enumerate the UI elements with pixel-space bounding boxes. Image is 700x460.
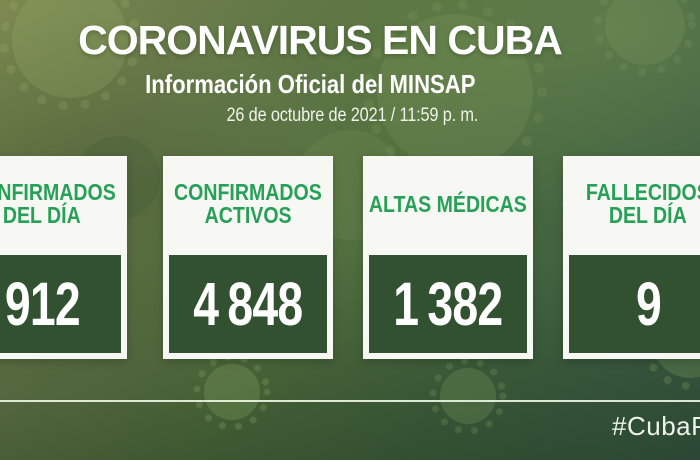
campaign-hashtag: #CubaPorLaVida	[612, 411, 700, 441]
stat-label-line1: CONFIRMADOS	[174, 179, 322, 205]
stat-card-confirmados-del-dia: CONFIRMADOS DEL DÍA 912	[0, 156, 127, 359]
page-subtitle-text: Información Oficial del MINSAP	[144, 69, 476, 99]
footer-divider-line	[0, 400, 700, 402]
stat-label: FALLECIDOS DEL DÍA	[563, 156, 700, 252]
report-date-text: 26 de octubre de 2021 / 11:59 p. m.	[226, 105, 478, 126]
stat-value: 912	[4, 269, 80, 338]
stat-value: 1 382	[393, 269, 503, 338]
page-title: CORONAVIRUS EN CUBA	[78, 17, 563, 63]
stat-label-line2: ACTIVOS	[204, 202, 292, 228]
stat-label-line1: CONFIRMADOS	[0, 179, 116, 205]
stat-value-panel: 912	[0, 255, 121, 353]
report-date: 26 de octubre de 2021 / 11:59 p. m.	[0, 106, 700, 125]
stat-value: 4 848	[193, 269, 303, 338]
stat-card-confirmados-activos: CONFIRMADOS ACTIVOS 4 848	[163, 156, 333, 359]
stat-label-line1: ALTAS MÉDICAS	[369, 190, 527, 217]
stat-value-panel: 1 382	[369, 255, 527, 353]
stat-label: ALTAS MÉDICAS	[363, 156, 533, 252]
stat-label: CONFIRMADOS ACTIVOS	[163, 156, 333, 252]
page-subtitle: Información Oficial del MINSAP	[0, 71, 700, 97]
stat-label: CONFIRMADOS DEL DÍA	[0, 156, 127, 252]
stat-card-altas-medicas: ALTAS MÉDICAS 1 382	[363, 156, 533, 359]
stat-value-panel: 9	[569, 255, 700, 353]
stat-card-fallecidos-del-dia: FALLECIDOS DEL DÍA 9	[563, 156, 700, 359]
stat-value-panel: 4 848	[169, 255, 327, 353]
stat-value: 9	[635, 269, 661, 338]
stat-label-line2: DEL DÍA	[609, 202, 687, 228]
stat-label-line1: FALLECIDOS	[586, 179, 700, 205]
stat-label-line2: DEL DÍA	[3, 202, 81, 228]
